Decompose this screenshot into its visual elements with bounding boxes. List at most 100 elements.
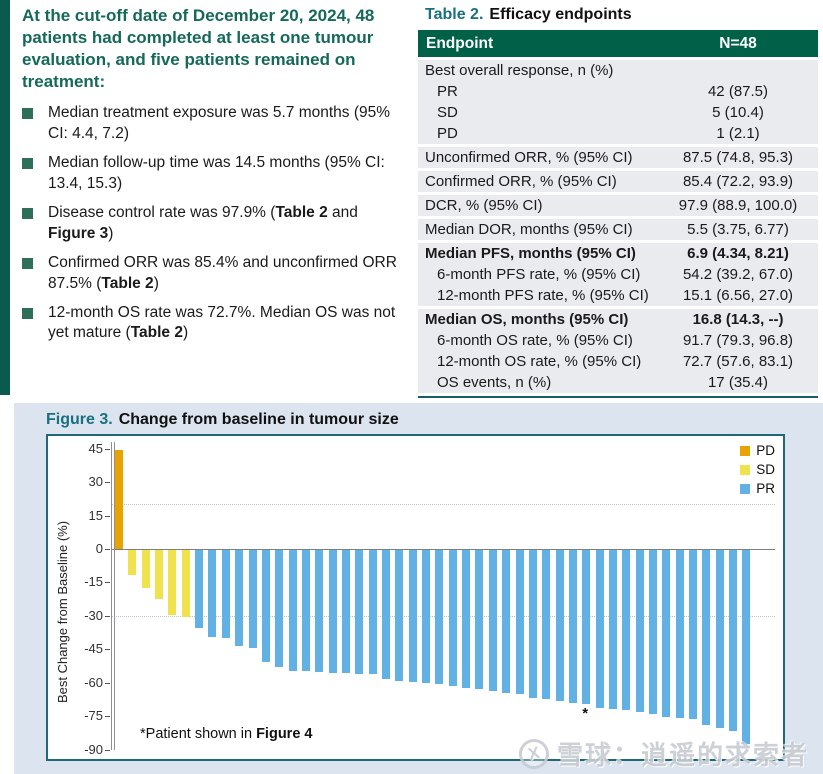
table-row: SD 5 (10.4) [418, 102, 818, 123]
table-body: Best overall response, n (%) PR 42 (87.5) S… [418, 60, 818, 393]
summary-heading: At the cut-off date of December 20, 2024… [22, 6, 375, 92]
y-tick-label: -90 [84, 741, 103, 757]
table-row: Confirmed ORR, % (95% CI) 85.4 (72.2, 93.… [418, 171, 818, 192]
text-segment: Median treatment exposure was 5.7 months… [48, 104, 391, 142]
waterfall-bar-pr [248, 550, 257, 649]
waterfall-bar-pr [528, 550, 537, 698]
row-value: 17 (35.4) [707, 374, 769, 391]
table-row-group: Median PFS, months (95% CI) 6.9 (4.34, 8.… [418, 243, 818, 306]
figure-section: Figure 3. Change from baseline in tumour … [14, 403, 823, 774]
y-tick-label: -75 [84, 708, 103, 724]
y-tick-mark [105, 482, 110, 483]
summary-section: At the cut-off date of December 20, 2024… [22, 5, 404, 353]
y-axis-line [111, 442, 112, 750]
y-tick-label: -45 [84, 641, 103, 657]
y-tick-mark [105, 549, 110, 550]
table-row: 6-month PFS rate, % (95% CI) 54.2 (39.2, … [418, 264, 818, 285]
waterfall-bar-pr [662, 550, 671, 718]
text-segment: Figure 4 [256, 726, 313, 742]
text-segment: Table 2 [275, 204, 328, 222]
waterfall-bar-pr [422, 550, 431, 683]
row-label: 12-month PFS rate, % (95% CI) [437, 287, 649, 304]
row-label: Best overall response, n (%) [425, 62, 614, 79]
waterfall-bar-sd [168, 550, 177, 615]
waterfall-bar-pr [395, 550, 404, 682]
text-segment: ) [182, 324, 189, 342]
waterfall-bar-pr [328, 550, 337, 673]
row-value: 85.4 (72.2, 93.9) [682, 173, 794, 190]
table-title-label: Table 2. [425, 6, 484, 23]
waterfall-bar-sd [141, 550, 150, 588]
row-label: Median PFS, months (95% CI) [425, 245, 636, 262]
waterfall-bar-sd [128, 550, 137, 575]
text-segment: Median follow-up time was 14.5 months (9… [48, 154, 385, 192]
y-tick-mark [105, 582, 110, 584]
bullet-item: Disease control rate was 97.9% (Table 2 … [22, 203, 404, 244]
y-tick-mark [105, 515, 110, 517]
row-label: OS events, n (%) [437, 374, 552, 391]
row-label: SD [437, 104, 458, 121]
waterfall-bar-pr [689, 550, 698, 720]
table-row: Best overall response, n (%) [418, 60, 818, 81]
chart-legend: PD SD PR [740, 443, 775, 500]
text-segment: Table 2 [101, 274, 154, 292]
waterfall-bar-pr [608, 550, 617, 710]
table-row: PR 42 (87.5) [418, 81, 818, 102]
bullet-square-icon [22, 308, 33, 319]
y-tick-label: -60 [84, 674, 103, 690]
text-segment: Table 2 [130, 324, 183, 342]
figure-title: Figure 3. Change from baseline in tumour … [46, 411, 399, 429]
legend-label: PR [756, 481, 775, 496]
row-value [658, 60, 818, 81]
waterfall-bar-pr [475, 550, 484, 690]
row-value: 72.7 (57.6, 83.1) [682, 353, 794, 370]
y-tick-mark [105, 649, 110, 651]
waterfall-bar-pr [275, 550, 284, 668]
table-row-group: DCR, % (95% CI) 97.9 (88.9, 100.0) [418, 195, 818, 216]
text-segment: Disease control rate was 97.9% ( [48, 204, 276, 222]
waterfall-bar-pr [341, 550, 350, 673]
row-value: 54.2 (39.2, 67.0) [682, 266, 794, 283]
y-tick-mark [105, 682, 110, 684]
waterfall-bar-pr [568, 550, 577, 703]
waterfall-bar-pr [622, 550, 631, 711]
table-row: DCR, % (95% CI) 97.9 (88.9, 100.0) [418, 195, 818, 216]
figure-title-label: Figure 3. [46, 411, 113, 428]
bullet-text: Median follow-up time was 14.5 months (9… [48, 153, 404, 194]
row-value: 42 (87.5) [707, 83, 769, 100]
table-row-group: Best overall response, n (%) PR 42 (87.5) S… [418, 60, 818, 144]
legend-item-sd: SD [740, 462, 775, 477]
waterfall-bar-pr [235, 550, 244, 647]
waterfall-bar-pr [675, 550, 684, 718]
table-row: OS events, n (%) 17 (35.4) [418, 372, 818, 393]
chart-panel: 45 30 15 0 -15 -30 -45 -60 -75 -90 Best Change fro… [46, 434, 785, 761]
y-tick-mark [105, 716, 110, 718]
table-row: 12-month PFS rate, % (95% CI) 15.1 (6.56,… [418, 285, 818, 306]
table-row: Unconfirmed ORR, % (95% CI) 87.5 (74.8, 9… [418, 147, 818, 168]
legend-item-pr: PR [740, 481, 775, 496]
waterfall-bar-pr [288, 550, 297, 671]
legend-label: PD [756, 443, 775, 458]
y-axis-line [114, 442, 115, 750]
table-row: Median PFS, months (95% CI) 6.9 (4.34, 8.… [418, 243, 818, 264]
y-tick-label: -30 [84, 607, 103, 623]
legend-label: SD [756, 462, 775, 477]
waterfall-bar-pr [649, 550, 657, 715]
row-label: PD [437, 125, 458, 142]
table-row: 6-month OS rate, % (95% CI) 91.7 (79.3, 9… [418, 330, 818, 351]
row-value: 97.9 (88.9, 100.0) [678, 197, 798, 214]
waterfall-bar-pr [635, 550, 644, 712]
row-value: 5 (10.4) [712, 104, 764, 121]
waterfall-bar-pr [448, 550, 457, 686]
bullet-square-icon [22, 258, 33, 270]
table-row: Median DOR, months (95% CI) 5.5 (3.75, 6.… [418, 219, 818, 240]
y-tick-label: 15 [88, 507, 103, 523]
legend-swatch-pd [740, 445, 751, 456]
row-label: Confirmed ORR, % (95% CI) [425, 173, 617, 190]
bullet-item: Median treatment exposure was 5.7 months… [22, 103, 404, 144]
bullet-text: Confirmed ORR was 85.4% and unconfirmed … [48, 253, 404, 294]
table-row: Median OS, months (95% CI) 16.8 (14.3, --… [418, 309, 818, 330]
waterfall-chart: 45 30 15 0 -15 -30 -45 -60 -75 -90 Best Change fro… [48, 436, 783, 759]
waterfall-bar-pr [729, 550, 738, 732]
table-header-n: N=48 [719, 34, 757, 52]
